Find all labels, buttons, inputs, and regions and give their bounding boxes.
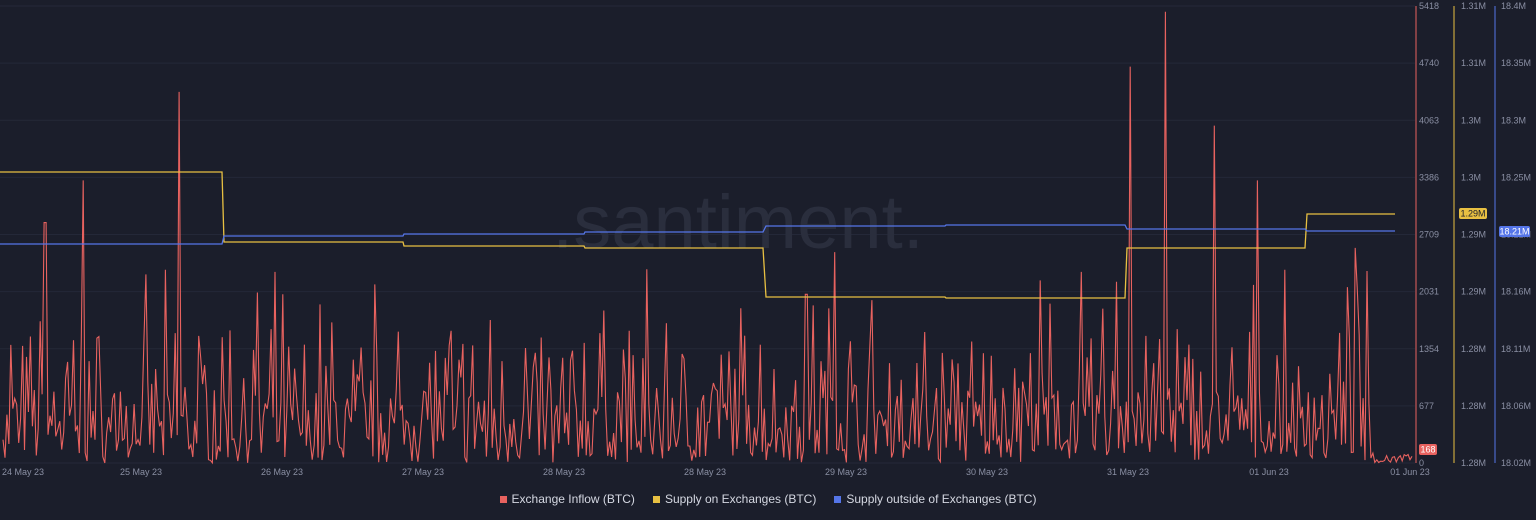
legend-swatch — [834, 495, 842, 503]
x-tick-label: 29 May 23 — [825, 467, 867, 477]
y-tick-label: 18.4M — [1501, 1, 1526, 11]
supply-on-line[interactable] — [0, 171, 1395, 299]
legend-item[interactable]: Exchange Inflow (BTC) — [499, 492, 635, 506]
series-supply-on-exchanges[interactable] — [0, 171, 1395, 299]
supply-on-current-badge-bg — [1459, 208, 1487, 219]
x-tick-label: 28 May 23 — [684, 467, 726, 477]
y-tick-label: 2031 — [1419, 287, 1439, 297]
x-axis-ticks: 24 May 23 25 May 23 26 May 23 27 May 23 28 M… — [2, 467, 1430, 477]
inflow-current-badge-bg — [1419, 444, 1437, 455]
supply-out-current-badge: 18.21M — [1499, 227, 1529, 237]
y-tick-label: 4063 — [1419, 115, 1439, 125]
supply-out-current-badge-bg — [1499, 226, 1530, 237]
y-tick-label: 18.16M — [1501, 287, 1531, 297]
y-tick-label: 677 — [1419, 401, 1434, 411]
axis-lines — [1415, 6, 1496, 463]
supply-on-current-badge: 1.29M — [1460, 209, 1485, 219]
x-tick-label: 28 May 23 — [543, 467, 585, 477]
y-tick-label: 4740 — [1419, 58, 1439, 68]
current-value-badges: 168 1.29M 18.21M — [1419, 208, 1530, 455]
y-tick-label: 1.3M — [1461, 115, 1481, 125]
y-tick-label: 3386 — [1419, 172, 1439, 182]
legend-item[interactable]: Supply on Exchanges (BTC) — [652, 492, 817, 506]
x-tick-label: 25 May 23 — [120, 467, 162, 477]
x-tick-label: 01 Jun 23 — [1390, 467, 1430, 477]
y-tick-label: 18.3M — [1501, 115, 1526, 125]
x-tick-label: 31 May 23 — [1107, 467, 1149, 477]
y-tick-label: 1.31M — [1461, 1, 1486, 11]
series-exchange-inflow[interactable] — [2, 11, 1413, 465]
inflow-current-badge: 168 — [1420, 445, 1435, 455]
grid-lines — [0, 5, 1415, 464]
x-tick-label: 26 May 23 — [261, 467, 303, 477]
legend-label: Exchange Inflow (BTC) — [511, 492, 635, 506]
legend-swatch — [499, 495, 507, 503]
y-tick-label: 1.31M — [1461, 58, 1486, 68]
y-axis-ticks: 5418 4740 4063 3386 2709 2031 1354 677 0 1.31M 1.3… — [1419, 1, 1531, 468]
x-tick-label: 27 May 23 — [402, 467, 444, 477]
legend-label: Supply on Exchanges (BTC) — [664, 492, 817, 506]
legend-swatch — [652, 495, 660, 503]
y-tick-label: 1.28M — [1461, 458, 1486, 468]
x-tick-label: 30 May 23 — [966, 467, 1008, 477]
y-tick-label: 18.11M — [1501, 344, 1530, 354]
x-tick-label: 24 May 23 — [2, 467, 44, 477]
y-tick-label: 18.02M — [1501, 458, 1531, 468]
y-tick-label: 0 — [1419, 458, 1424, 468]
watermark: .santiment. — [552, 180, 924, 265]
legend: Exchange Inflow (BTC) Supply on Exchanges… — [0, 487, 1536, 511]
legend-label: Supply outside of Exchanges (BTC) — [846, 492, 1037, 506]
y-tick-label: 1.29M — [1461, 230, 1486, 240]
y-tick-label: 2709 — [1419, 230, 1439, 240]
y-tick-label: 1.3M — [1461, 172, 1481, 182]
y-tick-label: 1.28M — [1461, 401, 1486, 411]
supply-out-line[interactable] — [0, 224, 1395, 245]
inflow-line[interactable] — [2, 11, 1413, 465]
y-tick-label: 18.06M — [1501, 401, 1531, 411]
y-tick-label: 18.25M — [1501, 172, 1531, 182]
y-tick-label: 1354 — [1419, 344, 1439, 354]
y-tick-label: 5418 — [1419, 1, 1439, 11]
legend-item[interactable]: Supply outside of Exchanges (BTC) — [834, 492, 1036, 506]
series-supply-outside-exchanges[interactable] — [0, 224, 1395, 245]
y-tick-label: 1.28M — [1461, 344, 1486, 354]
y-tick-label: 1.29M — [1461, 287, 1486, 297]
y-tick-label: 18.35M — [1501, 58, 1531, 68]
x-tick-label: 01 Jun 23 — [1249, 467, 1289, 477]
